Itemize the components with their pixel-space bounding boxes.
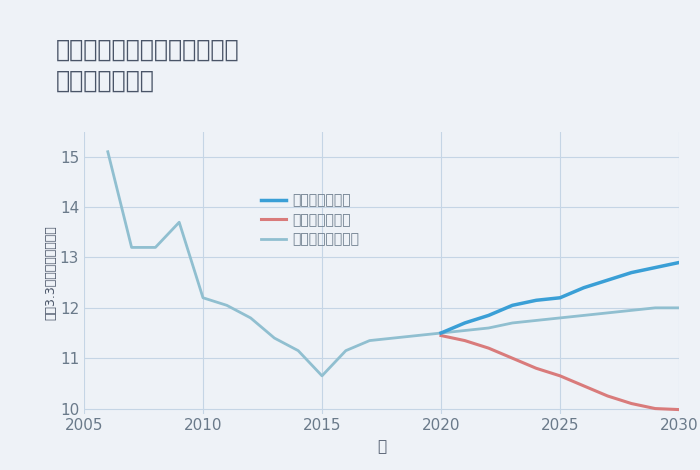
ノーマルシナリオ	[532, 318, 540, 323]
グッドシナリオ	[484, 313, 493, 318]
Text: 三重県桑名市長島町西外面の
土地の価格推移: 三重県桑名市長島町西外面の 土地の価格推移	[56, 38, 239, 93]
グッドシナリオ	[437, 330, 445, 336]
ノーマルシナリオ	[484, 325, 493, 331]
グッドシナリオ	[556, 295, 564, 301]
ノーマルシナリオ	[627, 307, 636, 313]
ノーマルシナリオ	[556, 315, 564, 321]
Line: バッドシナリオ: バッドシナリオ	[441, 336, 679, 409]
ノーマルシナリオ	[461, 328, 469, 333]
Y-axis label: 坪（3.3㎡）単価（万円）: 坪（3.3㎡）単価（万円）	[44, 225, 57, 320]
グッドシナリオ	[532, 298, 540, 303]
Line: グッドシナリオ: グッドシナリオ	[441, 263, 679, 333]
グッドシナリオ	[461, 320, 469, 326]
バッドシナリオ	[627, 401, 636, 407]
グッドシナリオ	[603, 277, 612, 283]
ノーマルシナリオ	[580, 313, 588, 318]
グッドシナリオ	[580, 285, 588, 290]
Legend: グッドシナリオ, バッドシナリオ, ノーマルシナリオ: グッドシナリオ, バッドシナリオ, ノーマルシナリオ	[256, 189, 364, 251]
バッドシナリオ	[532, 366, 540, 371]
バッドシナリオ	[651, 406, 659, 411]
ノーマルシナリオ	[508, 320, 517, 326]
ノーマルシナリオ	[603, 310, 612, 316]
グッドシナリオ	[675, 260, 683, 266]
ノーマルシナリオ	[651, 305, 659, 311]
ノーマルシナリオ	[675, 305, 683, 311]
バッドシナリオ	[484, 345, 493, 351]
バッドシナリオ	[675, 407, 683, 412]
Line: ノーマルシナリオ: ノーマルシナリオ	[441, 308, 679, 333]
バッドシナリオ	[556, 373, 564, 379]
X-axis label: 年: 年	[377, 439, 386, 454]
バッドシナリオ	[508, 355, 517, 361]
バッドシナリオ	[437, 333, 445, 338]
グッドシナリオ	[651, 265, 659, 270]
バッドシナリオ	[603, 393, 612, 399]
グッドシナリオ	[508, 303, 517, 308]
グッドシナリオ	[627, 270, 636, 275]
ノーマルシナリオ	[437, 330, 445, 336]
バッドシナリオ	[580, 383, 588, 389]
バッドシナリオ	[461, 338, 469, 344]
